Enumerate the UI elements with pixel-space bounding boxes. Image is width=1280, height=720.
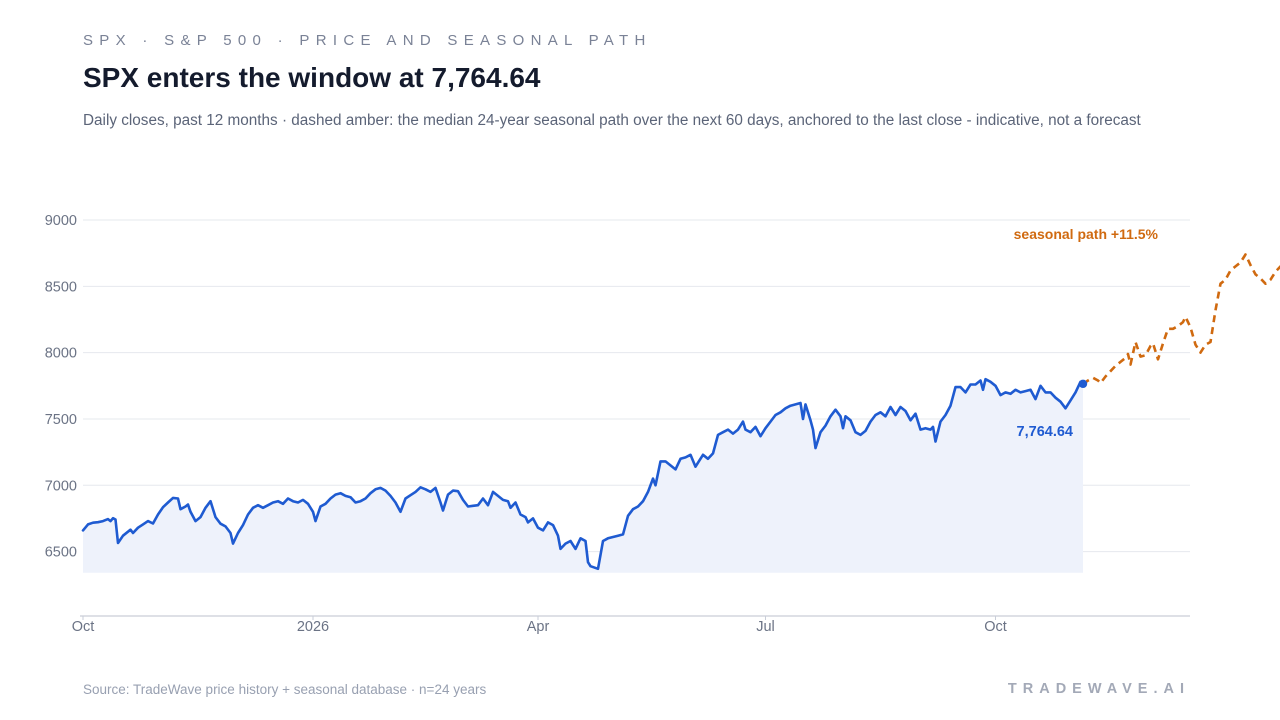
series-lines bbox=[81, 253, 1280, 571]
y-tick-label: 7000 bbox=[45, 478, 77, 494]
x-tick-label: Jul bbox=[756, 619, 775, 635]
x-tick-label: 2026 bbox=[297, 619, 329, 635]
brand-logo: TRADEWAVE.AI bbox=[1007, 681, 1190, 697]
y-tick-label: 8000 bbox=[45, 346, 77, 362]
x-tick-label: Apr bbox=[527, 619, 550, 635]
annotations: 7,764.64 seasonal path +11.5% bbox=[1014, 226, 1159, 440]
seasonal-path-line bbox=[1082, 253, 1280, 385]
chart-title: SPX enters the window at 7,764.64 bbox=[83, 62, 541, 93]
y-tick-label: 9000 bbox=[45, 213, 77, 229]
price-line bbox=[81, 377, 1085, 571]
seasonal-path-label: seasonal path +11.5% bbox=[1014, 226, 1159, 242]
y-tick-label: 7500 bbox=[45, 412, 77, 428]
last-close-marker bbox=[1078, 379, 1088, 389]
x-tick-label: Oct bbox=[72, 619, 95, 635]
y-tick-label: 6500 bbox=[45, 545, 77, 561]
source-note: Source: TradeWave price history + season… bbox=[83, 682, 487, 697]
x-tick-label: Oct bbox=[984, 619, 1007, 635]
last-close-label: 7,764.64 bbox=[1017, 424, 1073, 440]
chart-kicker: SPX · S&P 500 · PRICE AND SEASONAL PATH bbox=[83, 32, 652, 49]
y-tick-label: 8500 bbox=[45, 279, 77, 295]
axes: 6500 7000 7500 8000 8500 9000 Oct 2026 Apr Jul Oct bbox=[45, 213, 1190, 635]
price-area bbox=[83, 379, 1083, 573]
chart-subtitle: Daily closes, past 12 months · dashed am… bbox=[83, 112, 1141, 129]
price-area-fill bbox=[83, 379, 1083, 573]
